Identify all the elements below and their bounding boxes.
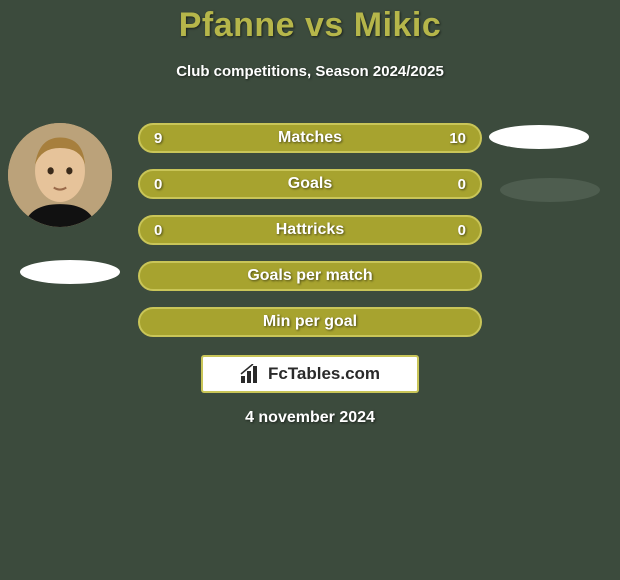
comparison-infographic: Pfanne vs Mikic Club competitions, Seaso… — [0, 0, 620, 580]
bar-goals-left: 0 — [154, 171, 162, 197]
bar-goals: 0 Goals 0 — [138, 169, 482, 199]
bar-gpm-label: Goals per match — [247, 267, 372, 285]
oval-left — [20, 260, 120, 284]
oval-right-top — [489, 125, 589, 149]
bar-matches-label: Matches — [278, 129, 342, 147]
fctables-logo: FcTables.com — [201, 355, 419, 393]
bar-goals-right: 0 — [458, 171, 466, 197]
subtitle: Club competitions, Season 2024/2025 — [0, 63, 620, 80]
page-title: Pfanne vs Mikic — [0, 6, 620, 45]
player-left-avatar — [8, 123, 112, 227]
bar-mpg-label: Min per goal — [263, 313, 357, 331]
avatar-left-svg — [8, 123, 112, 227]
date-line: 4 november 2024 — [0, 409, 620, 427]
bar-matches-left: 9 — [154, 125, 162, 151]
bar-hattricks-label: Hattricks — [276, 221, 344, 239]
bar-mpg: Min per goal — [138, 307, 482, 337]
bar-hattricks: 0 Hattricks 0 — [138, 215, 482, 245]
bar-hattricks-left: 0 — [154, 217, 162, 243]
fctables-logo-text: FcTables.com — [268, 364, 380, 384]
bar-hattricks-right: 0 — [458, 217, 466, 243]
bar-goals-label: Goals — [288, 175, 332, 193]
bar-chart-icon — [240, 364, 262, 384]
bar-gpm: Goals per match — [138, 261, 482, 291]
oval-right-mid — [500, 178, 600, 202]
bar-matches-right: 10 — [449, 125, 466, 151]
bar-matches: 9 Matches 10 — [138, 123, 482, 153]
